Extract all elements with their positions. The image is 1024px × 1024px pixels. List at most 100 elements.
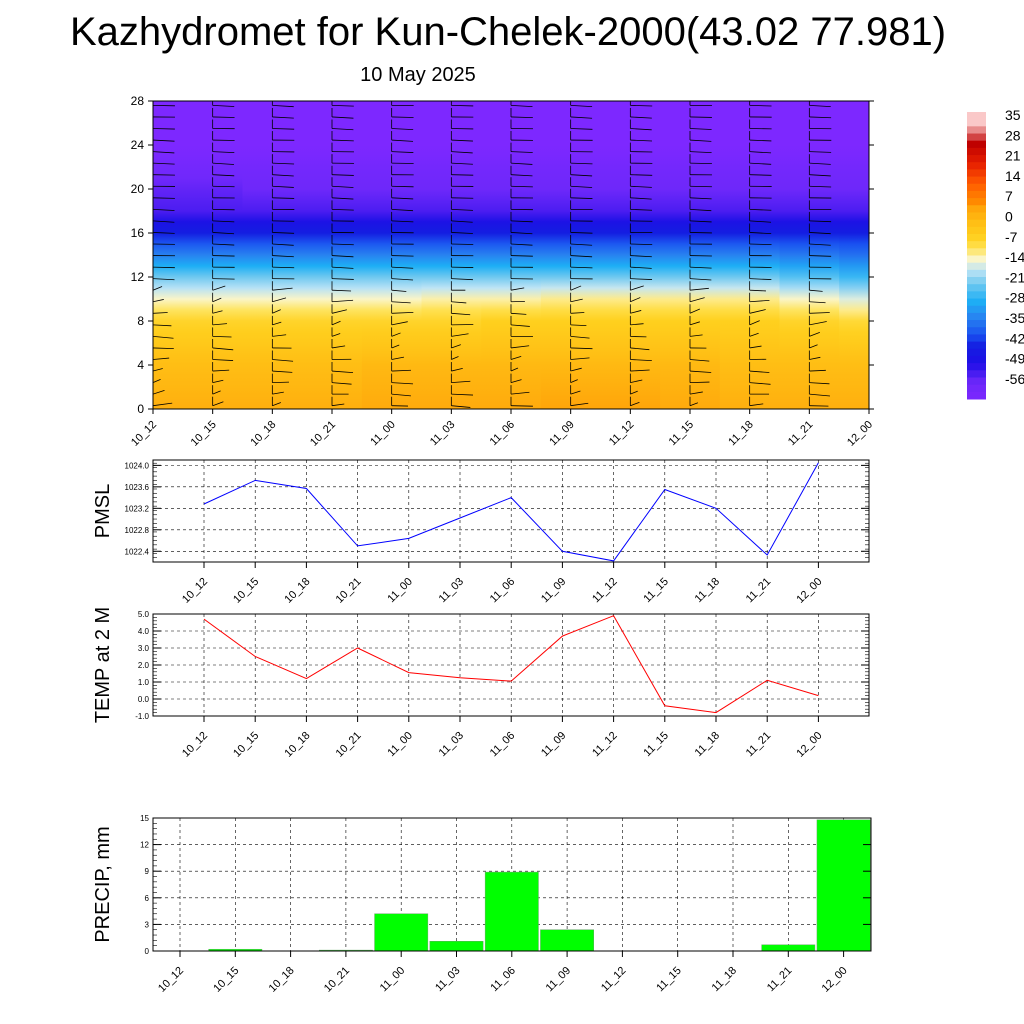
wind-barb (868, 197, 869, 199)
colorbar-label: -56 (1005, 371, 1024, 387)
wind-barb (451, 405, 471, 408)
wind-barb (570, 379, 578, 383)
wind-barb (510, 391, 530, 395)
wind-barb (689, 308, 700, 314)
heatmap-column (153, 101, 184, 409)
wind-barb (391, 208, 414, 212)
x-tick-label: 12_00 (794, 730, 824, 760)
y-tick-label: 0.0 (138, 695, 150, 704)
wind-barb (153, 347, 174, 349)
wind-barb (630, 243, 653, 246)
wind-barb (809, 232, 831, 235)
wind-barb (451, 232, 473, 234)
wind-barb (331, 289, 352, 292)
wind-barb (153, 312, 168, 314)
wind-barb (749, 162, 772, 165)
wind-barb (153, 278, 175, 281)
y-tick-label: 3 (145, 920, 150, 929)
wind-barb (510, 162, 533, 165)
wind-barb (391, 116, 414, 118)
colorbar-label: 0 (1005, 209, 1013, 225)
wind-barb (331, 382, 352, 385)
x-tick-label: 11_03 (437, 576, 467, 606)
wind-barb (391, 356, 405, 360)
wind-barb (391, 289, 407, 292)
wind-barb (570, 128, 593, 130)
wind-barb (391, 185, 414, 188)
colorbar-label: -21 (1005, 269, 1024, 285)
x-tick-label: 11_12 (590, 730, 620, 760)
wind-barb (451, 139, 473, 142)
colorbar-swatch (967, 391, 986, 400)
wind-barb (153, 357, 170, 360)
wind-barb (331, 299, 354, 303)
wind-barb (749, 139, 772, 142)
colorbar-swatch (967, 198, 986, 206)
wind-barb (689, 266, 712, 269)
wind-barb (749, 220, 772, 223)
x-tick-label: 10_21 (308, 419, 338, 449)
wind-barb (630, 139, 653, 142)
wind-barb (570, 324, 587, 327)
wind-barb (451, 105, 474, 107)
wind-barb (630, 208, 653, 211)
colorbar-swatch (967, 334, 986, 343)
colorbar-swatch (967, 112, 986, 120)
wind-barb (749, 232, 772, 235)
wind-barb (809, 162, 831, 165)
wind-barb (272, 197, 295, 199)
wind-barb (153, 368, 163, 372)
wind-barb (451, 356, 459, 360)
wind-barb (451, 278, 473, 281)
wind-barb (272, 105, 294, 108)
wind-barb (809, 321, 827, 326)
wind-barb (212, 285, 226, 291)
wind-barb (630, 255, 652, 258)
wind-barb (749, 151, 772, 154)
wind-barb (809, 312, 830, 314)
colorbar-swatch (967, 226, 986, 235)
colorbar-swatch (967, 262, 986, 271)
wind-barb (630, 347, 650, 351)
wind-barb (630, 336, 647, 338)
wind-barb (868, 255, 869, 256)
colorbar-swatch (967, 183, 986, 192)
wind-barb (451, 333, 469, 337)
wind-barb (451, 301, 467, 304)
wind-barb (391, 332, 401, 337)
wind-barb (272, 162, 295, 165)
y-tick-label: 3.0 (138, 644, 150, 653)
wind-barb (630, 359, 652, 362)
wind-barb (272, 297, 287, 303)
wind-barb (212, 336, 232, 338)
wind-barb (272, 287, 293, 291)
wind-barb (570, 347, 593, 350)
wind-barb (212, 116, 235, 118)
wind-barb (570, 336, 590, 339)
wind-barb (510, 312, 527, 315)
colorbar-swatch (967, 384, 986, 393)
wind-barb (212, 359, 234, 361)
wind-barb (689, 297, 705, 303)
wind-barb (570, 298, 583, 303)
wind-barb (391, 369, 411, 372)
wind-barb (212, 185, 235, 188)
wind-barb (868, 370, 869, 372)
wind-barb (212, 297, 222, 303)
x-tick-label: 11_00 (378, 965, 408, 995)
wind-barb (153, 336, 174, 339)
wind-barb (570, 162, 593, 165)
x-tick-label: 10_18 (248, 419, 278, 449)
wind-barb (570, 390, 581, 395)
wind-barb (749, 332, 759, 337)
wind-barb (451, 162, 473, 165)
x-tick-label: 11_18 (726, 419, 756, 449)
wind-barb (570, 312, 585, 314)
y-tick-label: -1.0 (135, 712, 149, 721)
wind-barb (153, 402, 173, 407)
wind-barb (868, 394, 869, 395)
chart-date: 10 May 2025 (360, 64, 476, 86)
wind-barb (331, 105, 354, 107)
wind-barb (272, 309, 281, 314)
wind-barb (630, 310, 642, 314)
